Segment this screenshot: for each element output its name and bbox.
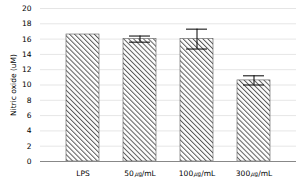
svg-text:8: 8 [27, 96, 32, 105]
svg-text:100㎍/mL: 100㎍/mL [179, 169, 216, 178]
svg-text:0: 0 [27, 157, 32, 166]
svg-text:Nitric oxide (uM): Nitric oxide (uM) [9, 54, 18, 116]
svg-text:10: 10 [22, 80, 32, 89]
svg-text:50㎍/mL: 50㎍/mL [124, 169, 156, 178]
svg-text:LPS: LPS [76, 169, 90, 178]
svg-text:20: 20 [22, 4, 32, 13]
svg-text:2: 2 [27, 142, 32, 151]
svg-text:6: 6 [27, 111, 32, 120]
svg-text:16: 16 [22, 35, 32, 44]
svg-text:300㎍/mL: 300㎍/mL [236, 169, 273, 178]
svg-text:14: 14 [22, 50, 32, 59]
svg-text:18: 18 [22, 19, 32, 28]
svg-text:4: 4 [27, 126, 32, 135]
svg-text:12: 12 [22, 65, 32, 74]
